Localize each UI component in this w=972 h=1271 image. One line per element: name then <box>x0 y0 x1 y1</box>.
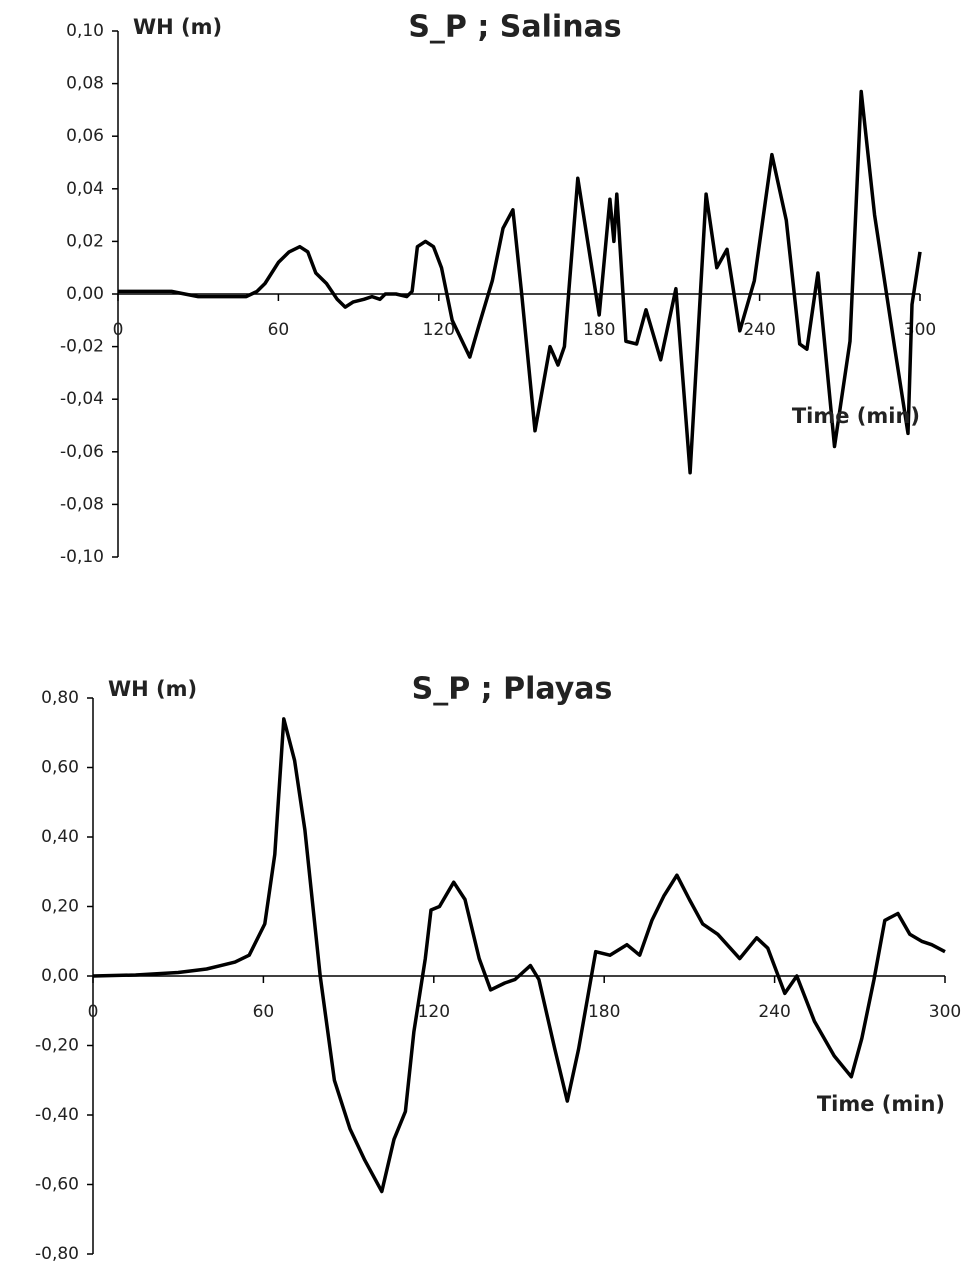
y-tick-label: -0,08 <box>60 494 104 514</box>
y-tick-label: 0,00 <box>66 284 104 304</box>
y-tick-label: 0,40 <box>41 827 79 847</box>
y-tick-label: 0,10 <box>66 21 104 41</box>
x-tick-label: 120 <box>418 1002 450 1022</box>
data-line <box>92 717 946 1194</box>
y-tick-label: -0,02 <box>60 337 104 357</box>
y-tick-label: -0,20 <box>35 1036 79 1056</box>
y-tick-label: -0,10 <box>60 547 104 567</box>
x-tick-label: 120 <box>423 320 455 340</box>
x-tick-label: 60 <box>268 320 290 340</box>
chart-title: S_P ; Playas <box>412 672 613 707</box>
x-tick-label: 180 <box>588 1002 620 1022</box>
x-axis-label: Time (min) <box>792 404 920 428</box>
y-tick-label: 0,00 <box>41 966 79 986</box>
x-tick-label: 240 <box>743 320 775 340</box>
y-axis-label: WH (m) <box>133 15 222 39</box>
y-axis-label: WH (m) <box>108 677 197 701</box>
y-tick-label: -0,80 <box>35 1244 79 1264</box>
y-tick-label: 0,20 <box>41 897 79 917</box>
x-tick-label: 60 <box>253 1002 275 1022</box>
x-tick-label: 0 <box>113 320 124 340</box>
x-tick-label: 180 <box>583 320 615 340</box>
x-tick-label: 300 <box>904 320 936 340</box>
x-axis-label: Time (min) <box>817 1092 945 1116</box>
data-line <box>118 89 922 475</box>
y-tick-label: 0,04 <box>66 179 104 199</box>
y-tick-label: -0,60 <box>35 1175 79 1195</box>
x-tick-label: 300 <box>929 1002 961 1022</box>
y-tick-label: -0,06 <box>60 442 104 462</box>
y-tick-label: -0,40 <box>35 1105 79 1125</box>
y-tick-label: 0,08 <box>66 74 104 94</box>
y-tick-label: -0,04 <box>60 389 104 409</box>
chart-title: S_P ; Salinas <box>408 10 621 45</box>
x-tick-label: 240 <box>758 1002 790 1022</box>
y-tick-label: 0,02 <box>66 231 104 251</box>
x-tick-label: 0 <box>88 1002 99 1022</box>
y-tick-label: 0,80 <box>41 688 79 708</box>
y-tick-label: 0,06 <box>66 126 104 146</box>
y-tick-label: 0,60 <box>41 758 79 778</box>
